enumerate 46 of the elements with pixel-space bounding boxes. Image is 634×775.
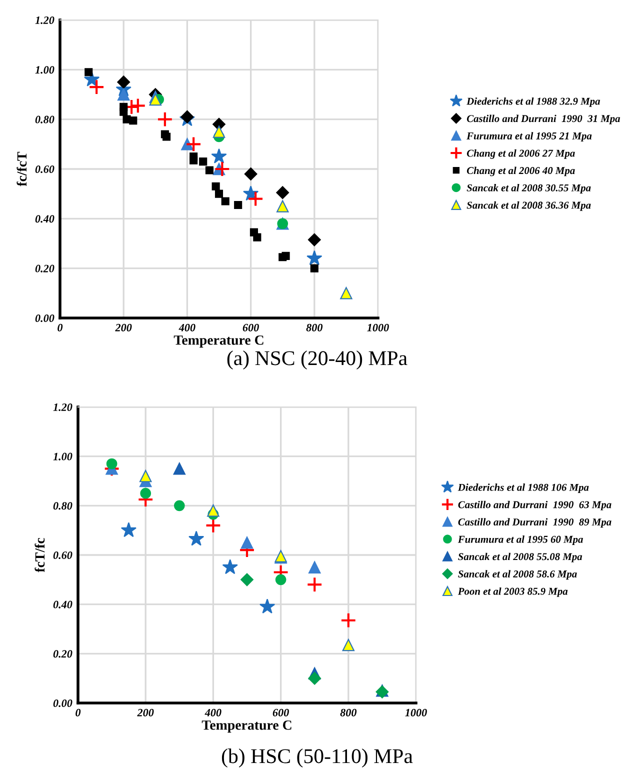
x-tick-label: 0 bbox=[76, 708, 81, 716]
y-tick-label: 0.00 bbox=[53, 699, 72, 708]
legend-label: Chang et al 2006 27 Mpa bbox=[466, 149, 575, 159]
legend-label: Sancak et al 2008 58.6 Mpa bbox=[458, 570, 577, 580]
y-tick-label: 0.80 bbox=[35, 116, 54, 124]
legend-label: Castillo and Durrani 1990 31 Mpa bbox=[466, 114, 620, 124]
x-tick-label: 800 bbox=[340, 708, 357, 716]
legend-label: Poon et al 2003 85.9 Mpa bbox=[458, 587, 568, 597]
legend-label: Castillo and Durrani 1990 63 Mpa bbox=[458, 500, 612, 510]
y-tick-label: 0.40 bbox=[35, 215, 54, 223]
y-axis-title: fcT/fc bbox=[34, 538, 45, 572]
y-tick-label: 1.00 bbox=[53, 452, 72, 460]
y-tick-label: 0.20 bbox=[53, 650, 72, 658]
y-tick-label: 1.00 bbox=[35, 66, 54, 74]
x-axis-title: Temperature C bbox=[202, 720, 292, 733]
y-tick-label: 1.20 bbox=[53, 403, 72, 412]
legend-label: Chang et al 2006 40 Mpa bbox=[466, 166, 575, 176]
y-tick-label: 0.00 bbox=[35, 314, 54, 322]
y-tick-label: 0.60 bbox=[53, 551, 72, 560]
x-tick-label: 200 bbox=[115, 324, 132, 332]
x-tick-label: 400 bbox=[178, 324, 196, 332]
y-axis-title: fc/fcT bbox=[16, 152, 27, 186]
y-tick-label: 1.20 bbox=[35, 16, 54, 24]
y-tick-label: 0.40 bbox=[53, 600, 72, 608]
legend-label: Diederichs et al 1988 106 Mpa bbox=[458, 484, 589, 493]
legend-label: Sancak et al 2008 30.55 Mpa bbox=[466, 184, 591, 194]
x-tick-label: 600 bbox=[242, 324, 259, 332]
x-tick-label: 1000 bbox=[367, 324, 389, 332]
y-tick-label: 0.60 bbox=[35, 165, 54, 174]
legend-label: Sancak et al 2008 55.08 Mpa bbox=[458, 552, 582, 562]
x-axis-title: Temperature C bbox=[174, 335, 264, 348]
x-tick-label: 200 bbox=[137, 708, 154, 716]
x-tick-label: 0 bbox=[58, 324, 63, 332]
text: (b) HSC (50-110) MPa bbox=[222, 748, 413, 768]
x-tick-label: 800 bbox=[306, 324, 323, 332]
legend-label: Diederichs et al 1988 32.9 Mpa bbox=[466, 97, 600, 107]
y-tick-label: 0.20 bbox=[35, 264, 54, 272]
legend-label: Sancak et al 2008 36.36 Mpa bbox=[466, 201, 591, 211]
legend-label: Castillo and Durrani 1990 89 Mpa bbox=[458, 518, 612, 528]
legend-label: Furumura et al 1995 60 Mpa bbox=[458, 536, 583, 545]
text: (a) NSC (20-40) MPa bbox=[227, 350, 408, 370]
x-tick-label: 600 bbox=[272, 708, 289, 716]
x-tick-label: 400 bbox=[204, 708, 222, 716]
y-tick-label: 0.80 bbox=[53, 502, 72, 510]
x-tick-label: 1000 bbox=[405, 708, 427, 716]
legend-label: Furumura et al 1995 21 Mpa bbox=[466, 132, 592, 142]
